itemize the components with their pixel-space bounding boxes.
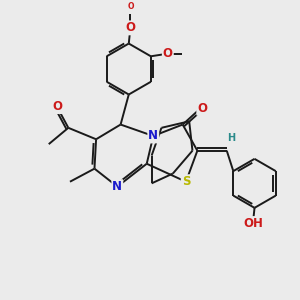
Text: O: O [125,21,135,34]
Text: N: N [148,130,158,142]
Text: S: S [182,175,190,188]
Text: O: O [197,102,207,115]
Text: O: O [163,47,173,60]
Text: N: N [112,180,122,193]
Text: H: H [228,133,236,143]
Text: OH: OH [243,217,263,230]
Text: O: O [52,100,62,113]
Text: O: O [127,2,134,11]
